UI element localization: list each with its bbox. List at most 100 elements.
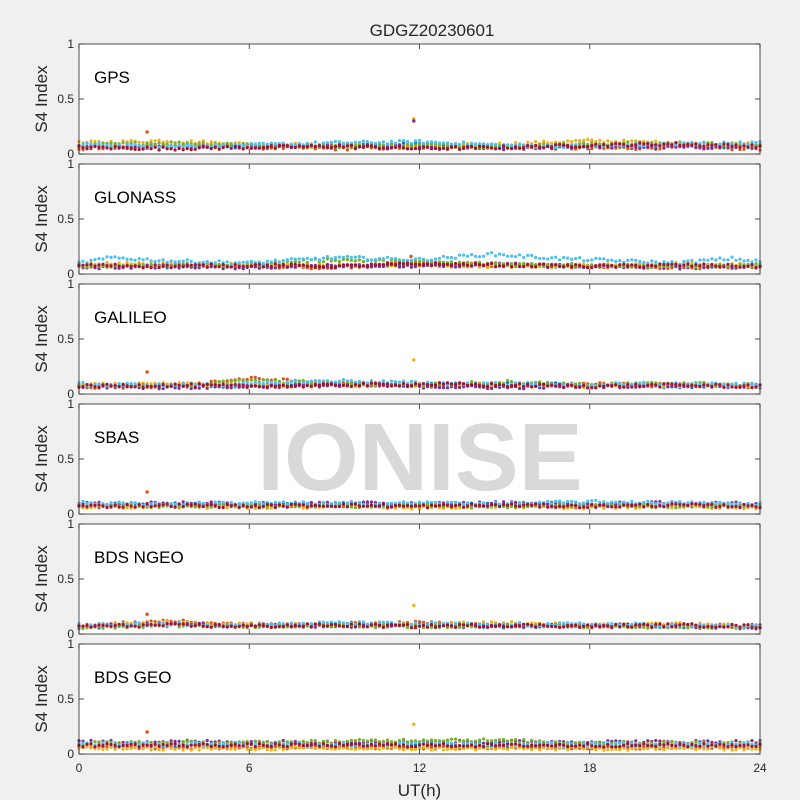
data-point [273, 381, 277, 385]
data-point [129, 138, 133, 143]
data-point [417, 147, 422, 151]
data-point [233, 267, 237, 271]
data-point [686, 142, 690, 146]
data-point [85, 147, 89, 151]
data-point [522, 385, 526, 389]
data-point [197, 500, 201, 504]
data-point [237, 378, 241, 382]
y-axis-label: S4 Index [32, 185, 51, 253]
data-point [81, 499, 85, 504]
data-point [181, 500, 185, 504]
data-point [550, 141, 554, 145]
data-point [89, 503, 93, 507]
data-point [634, 263, 638, 268]
data-point [97, 263, 101, 267]
data-point [606, 383, 610, 387]
data-point [245, 265, 249, 269]
data-point [514, 141, 518, 145]
data-point [377, 147, 381, 151]
data-point [542, 139, 546, 143]
data-point [522, 265, 526, 269]
data-point [610, 500, 614, 504]
data-point [670, 143, 674, 147]
data-point [205, 260, 209, 264]
data-point [441, 262, 446, 266]
data-point [349, 255, 353, 259]
data-point [698, 141, 702, 146]
data-point [181, 145, 185, 149]
data-point [149, 147, 153, 151]
data-point [121, 145, 125, 150]
data-point [321, 260, 325, 264]
data-point [161, 258, 165, 262]
y-tick-label: 0.5 [57, 212, 74, 226]
data-point [153, 143, 157, 147]
data-point [750, 263, 754, 267]
data-point [425, 383, 430, 387]
data-point [578, 256, 582, 260]
data-point [233, 503, 237, 507]
data-point [642, 139, 646, 143]
data-point [337, 264, 341, 268]
data-point [494, 265, 498, 269]
data-point [105, 143, 109, 148]
data-point [662, 260, 666, 264]
data-point [89, 262, 93, 266]
data-point [257, 381, 261, 385]
data-point [482, 142, 486, 146]
data-point [393, 263, 398, 267]
data-point [730, 266, 734, 270]
data-point [85, 501, 89, 505]
data-point [746, 504, 750, 508]
data-point [221, 142, 225, 146]
data-point [722, 265, 726, 269]
data-point [305, 380, 309, 384]
data-point [97, 503, 101, 507]
data-point [602, 263, 606, 267]
data-point [586, 506, 590, 510]
data-point [273, 378, 277, 382]
data-point [293, 143, 297, 147]
data-point [341, 263, 345, 267]
data-point [385, 382, 390, 386]
data-point [301, 381, 305, 385]
data-point [746, 383, 750, 387]
data-point [626, 264, 630, 268]
data-point [193, 263, 197, 267]
data-point [441, 254, 446, 258]
data-point [337, 255, 341, 259]
data-point [141, 144, 145, 148]
data-point [285, 380, 289, 384]
data-point [249, 501, 253, 505]
data-point [253, 384, 257, 388]
data-point [169, 140, 173, 144]
data-point [261, 146, 265, 150]
data-point [285, 258, 289, 262]
data-point [722, 142, 726, 146]
data-point [510, 143, 514, 148]
data-point [109, 501, 113, 505]
data-point [614, 500, 618, 504]
data-point [261, 261, 265, 265]
data-point [498, 264, 502, 268]
data-point [702, 266, 706, 270]
data-point [229, 142, 233, 146]
data-point [658, 147, 662, 151]
data-point [189, 263, 193, 267]
data-point [197, 382, 201, 386]
data-point [341, 141, 345, 146]
data-point [241, 260, 245, 264]
data-point [602, 142, 606, 147]
data-point [486, 381, 490, 385]
data-point [237, 506, 241, 510]
data-point [349, 258, 353, 262]
data-point [261, 385, 265, 389]
data-point [225, 506, 229, 510]
data-point [225, 260, 229, 264]
data-point [574, 257, 578, 261]
data-point [502, 253, 506, 257]
data-point [193, 266, 197, 270]
data-point [662, 382, 666, 386]
